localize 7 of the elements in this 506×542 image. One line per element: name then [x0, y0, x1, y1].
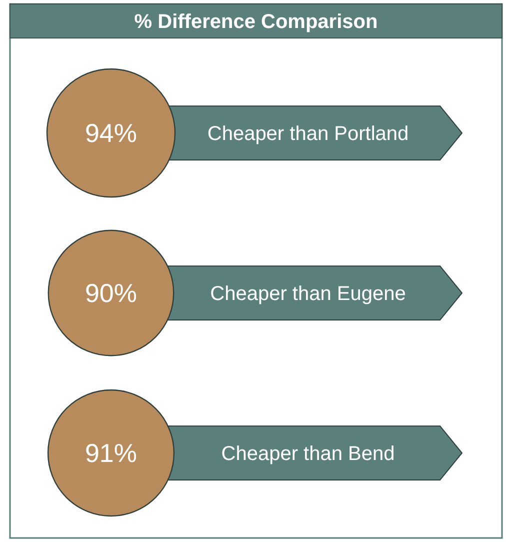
data-label: 91%: [84, 438, 138, 468]
category-label: Cheaper than Bend: [221, 443, 395, 465]
text: % Difference Comparison: [134, 11, 378, 33]
data-label: 94%: [84, 118, 138, 148]
category-label: Cheaper than Eugene: [210, 283, 406, 305]
category-label: Cheaper than Portland: [207, 123, 409, 145]
data-label: 90%: [84, 278, 138, 308]
